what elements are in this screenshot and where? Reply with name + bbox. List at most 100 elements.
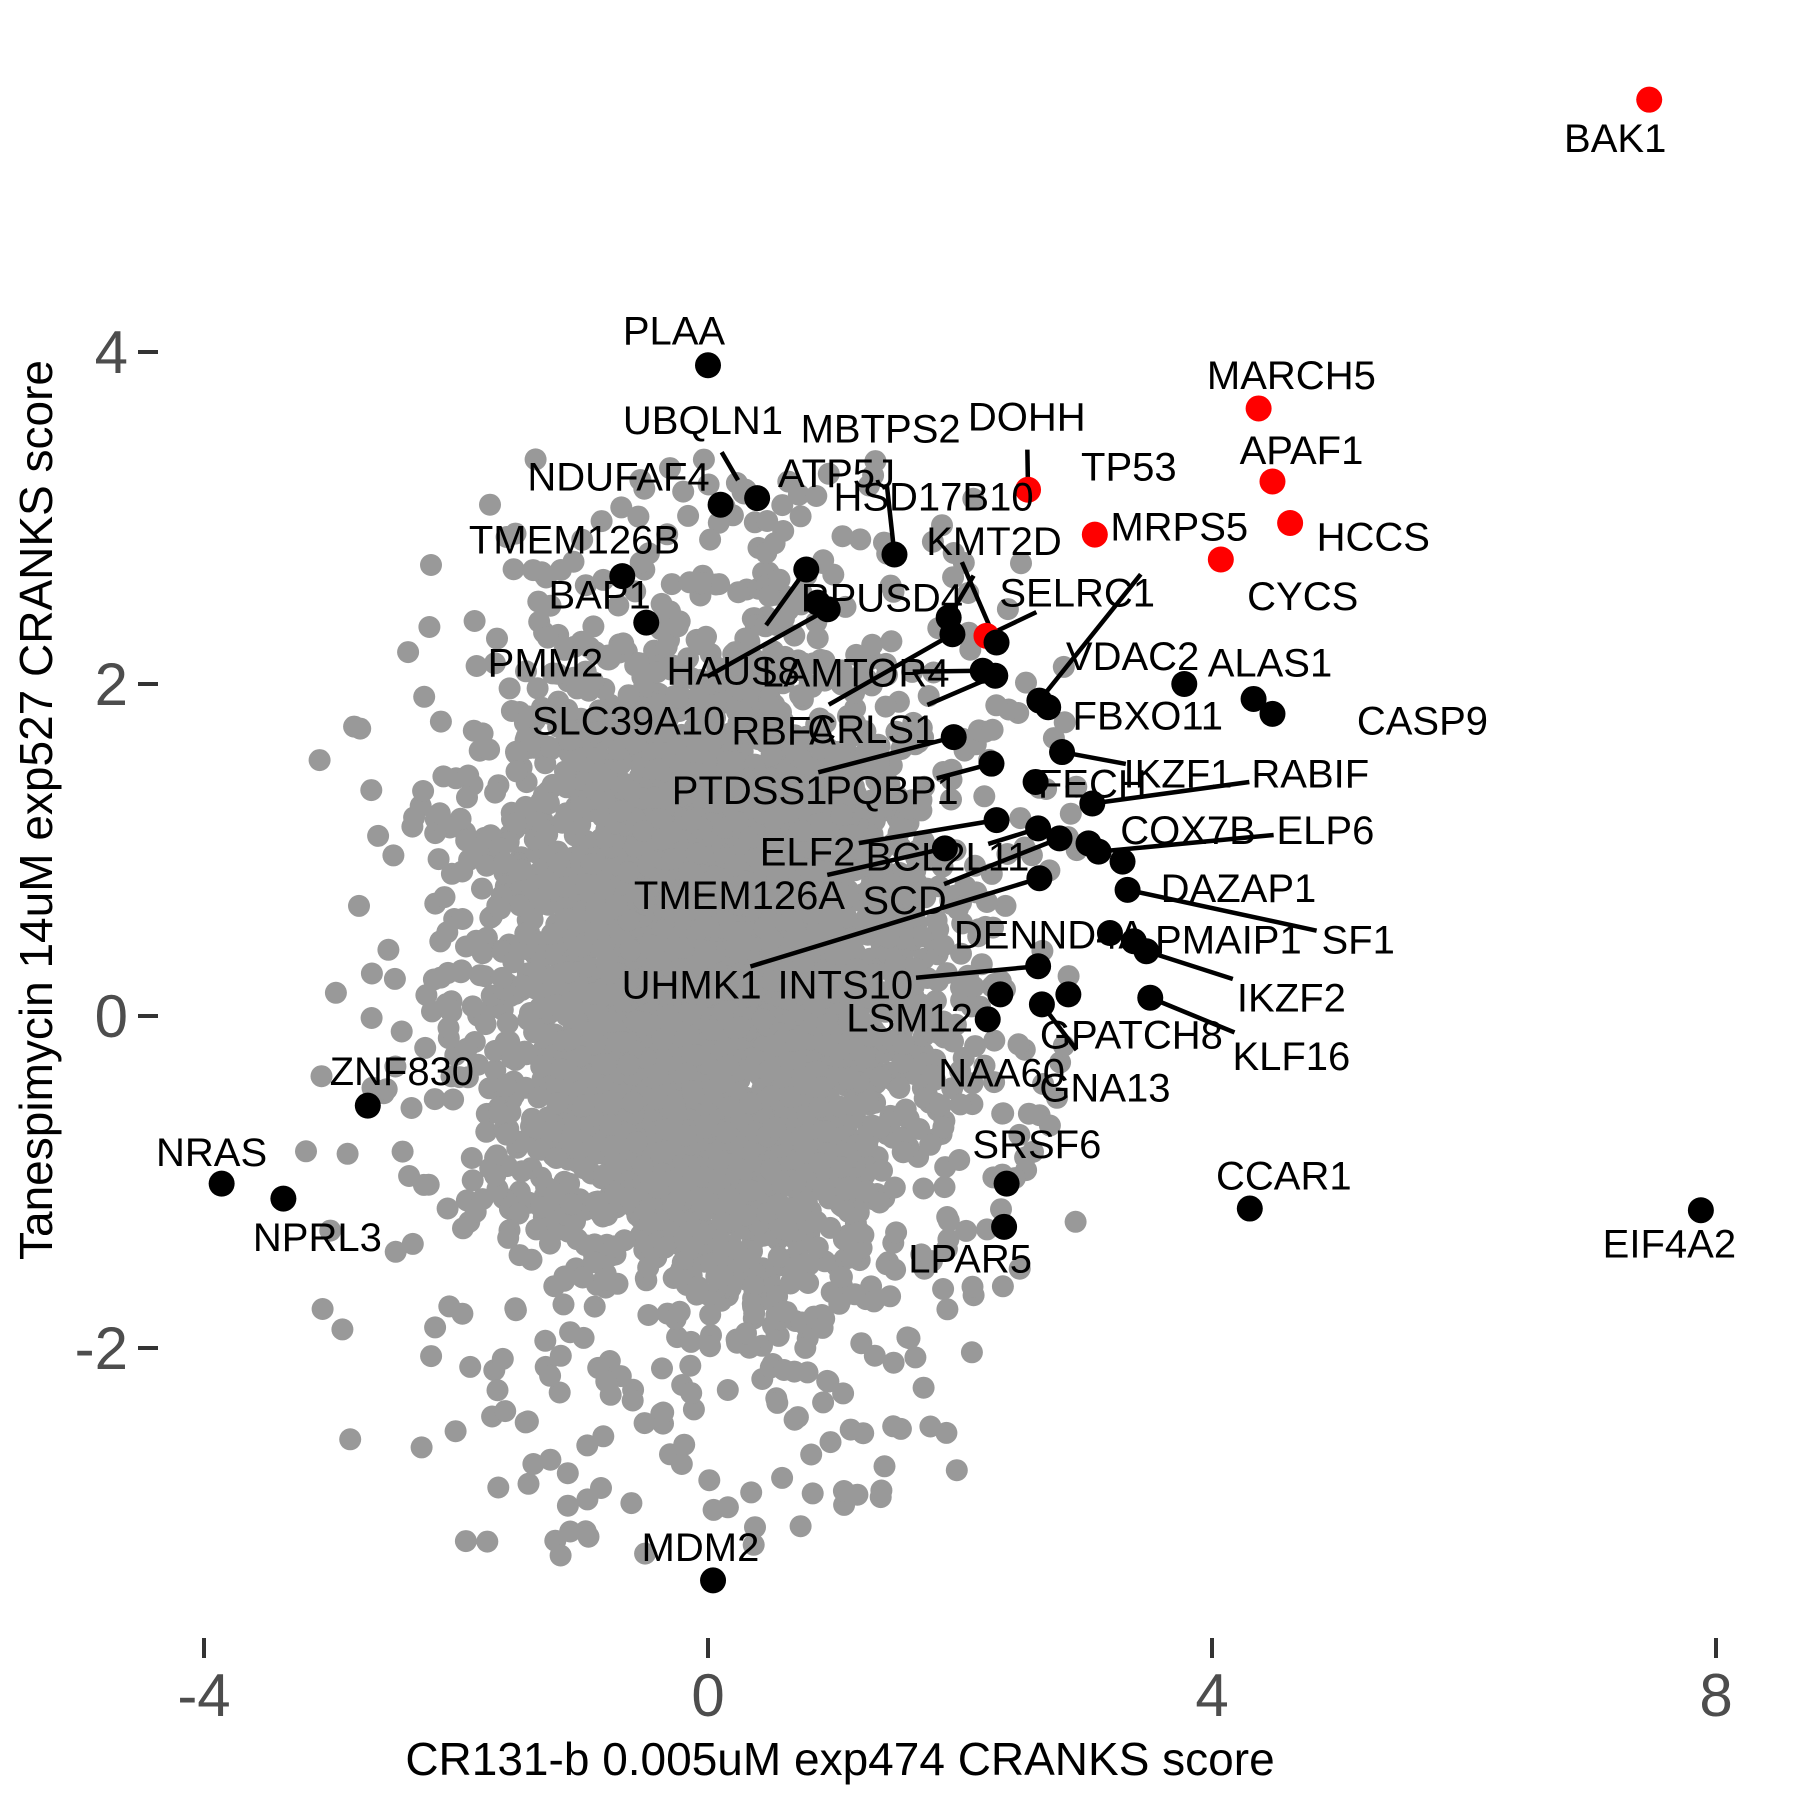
background-point [763, 532, 786, 555]
background-point [764, 1034, 787, 1057]
background-point [397, 641, 420, 664]
background-point [668, 1300, 691, 1323]
background-point [727, 1157, 750, 1180]
background-point [438, 1295, 461, 1318]
background-point [753, 917, 776, 939]
background-point [619, 938, 642, 961]
background-point [716, 1379, 739, 1401]
background-point [771, 1466, 794, 1489]
labeled-data-point [939, 621, 966, 648]
gene-label: SELRC1 [999, 572, 1155, 616]
background-point [449, 961, 472, 984]
background-point [382, 844, 405, 867]
background-point [682, 1398, 705, 1421]
background-point [478, 738, 501, 761]
background-point [324, 981, 347, 1004]
background-point [463, 610, 486, 632]
background-point [650, 592, 673, 615]
background-point [384, 1240, 407, 1263]
background-point [527, 590, 550, 613]
background-point [948, 1149, 971, 1171]
labeled-data-point [978, 750, 1005, 777]
background-point [699, 528, 722, 551]
y-tick-label: -2 [75, 1315, 128, 1382]
highlighted-data-point [1081, 521, 1108, 548]
background-point [728, 940, 751, 963]
background-point [830, 1266, 853, 1288]
x-axis: -4 0 4 8 [177, 1638, 1733, 1729]
gene-label: BAK1 [1564, 117, 1666, 161]
background-point [582, 1251, 605, 1274]
background-point [510, 1160, 533, 1183]
x-tick-label: -4 [177, 1662, 230, 1729]
background-point [576, 1434, 599, 1457]
background-point [591, 938, 614, 960]
gene-label: PTDSS1 [672, 769, 828, 813]
background-point [653, 1236, 676, 1259]
background-point [718, 1096, 741, 1118]
background-point [819, 1216, 842, 1239]
background-point [456, 786, 478, 809]
background-point [835, 1178, 858, 1201]
background-point [992, 1102, 1015, 1125]
background-point [607, 594, 630, 617]
background-point [819, 1431, 842, 1454]
background-point [680, 1382, 703, 1405]
background-point [495, 1123, 518, 1146]
background-point [592, 1425, 615, 1448]
background-point [390, 1020, 413, 1043]
background-point [699, 1303, 722, 1326]
background-point [778, 1203, 801, 1226]
background-point [728, 1016, 751, 1039]
background-point [713, 1036, 736, 1059]
background-point [590, 510, 613, 533]
background-point [484, 781, 507, 804]
labeled-data-point [982, 662, 1009, 689]
background-point [647, 758, 670, 781]
background-point [816, 1034, 839, 1057]
highlighted-data-point [1636, 86, 1663, 113]
background-point [759, 1158, 782, 1181]
background-point [645, 1087, 668, 1110]
labeled-data-point [974, 1006, 1001, 1033]
background-point [637, 1256, 660, 1279]
background-point [756, 510, 779, 532]
gene-label: SCD [862, 879, 946, 923]
gene-label: GPATCH8 [1040, 1013, 1223, 1057]
gene-label: ALAS1 [1208, 641, 1333, 685]
background-point [673, 1433, 696, 1456]
background-point [830, 1156, 853, 1179]
gene-label: VDAC2 [1066, 635, 1199, 679]
background-point [494, 1400, 517, 1423]
background-point [592, 568, 615, 591]
gene-label: CYCS [1247, 575, 1358, 619]
background-point [436, 1197, 459, 1220]
background-point [812, 1179, 835, 1202]
background-point [488, 1102, 510, 1125]
background-point [495, 1074, 518, 1097]
background-point [530, 1055, 553, 1078]
background-point [360, 1007, 383, 1029]
gene-label: NDUFAF4 [527, 456, 709, 500]
background-point [336, 1142, 359, 1165]
background-point [778, 1086, 801, 1108]
background-point [885, 1221, 908, 1244]
background-point [740, 1481, 763, 1504]
background-point [553, 876, 576, 898]
labeled-data-point [695, 352, 721, 379]
background-point [514, 922, 537, 945]
background-point [549, 1344, 572, 1367]
gene-label: BAP1 [548, 573, 650, 617]
background-point [433, 886, 456, 909]
background-point [572, 1326, 595, 1349]
background-point [596, 957, 619, 980]
gene-label: CASP9 [1357, 700, 1488, 744]
background-point [617, 1054, 640, 1076]
labeled-data-point [1035, 694, 1062, 721]
labeled-data-point [991, 1213, 1018, 1240]
background-point [432, 765, 455, 788]
x-tick-label: 8 [1699, 1662, 1732, 1729]
background-point [491, 966, 514, 989]
labeled-data-point [1236, 1195, 1263, 1222]
